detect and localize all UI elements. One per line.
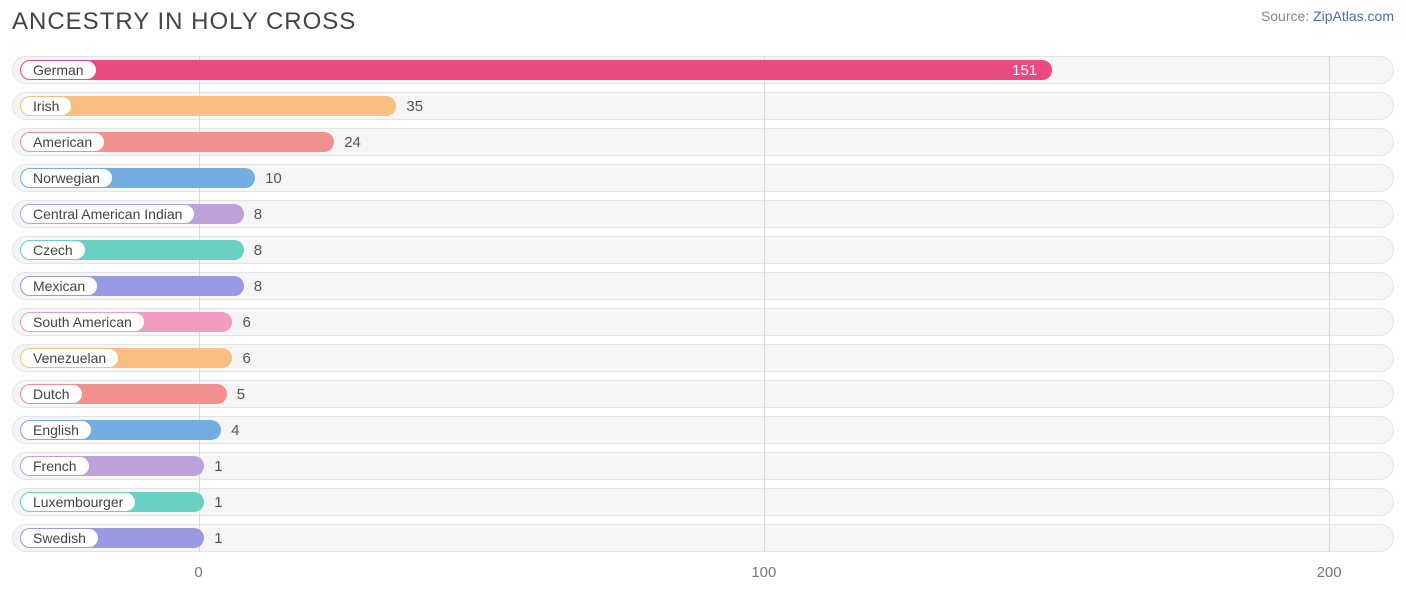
bar-row: English 4 xyxy=(12,416,1394,444)
bar-category-label: Czech xyxy=(20,240,86,260)
bar-category-label: German xyxy=(20,60,97,80)
source-link[interactable]: ZipAtlas.com xyxy=(1313,8,1394,24)
bar-row: Dutch 5 xyxy=(12,380,1394,408)
bar-value-label: 151 xyxy=(1002,56,1037,84)
bar-row: French 1 xyxy=(12,452,1394,480)
chart-source: Source: ZipAtlas.com xyxy=(1261,8,1394,24)
bar-value-label: 6 xyxy=(232,344,250,372)
bar-row: South American 6 xyxy=(12,308,1394,336)
bar-category-label: Swedish xyxy=(20,528,99,548)
grid-line xyxy=(1329,56,1330,552)
bar-fill xyxy=(30,60,1052,80)
bar-category-label: Dutch xyxy=(20,384,83,404)
bar-row: Mexican 8 xyxy=(12,272,1394,300)
axis-tick: 0 xyxy=(194,564,202,581)
bar-value-label: 4 xyxy=(221,416,239,444)
x-axis: 0 100 200 xyxy=(12,560,1394,590)
bar-category-label: American xyxy=(20,132,105,152)
plot-area: German151Irish35American24Norwegian10Cen… xyxy=(12,56,1394,552)
bar-category-label: Central American Indian xyxy=(20,204,195,224)
axis-tick: 100 xyxy=(751,564,776,581)
bar-fill xyxy=(30,96,396,116)
bar-value-label: 8 xyxy=(244,236,262,264)
bar-row: Central American Indian 8 xyxy=(12,200,1394,228)
bar-row: American 24 xyxy=(12,128,1394,156)
bar-value-label: 35 xyxy=(396,92,423,120)
bar-category-label: French xyxy=(20,456,90,476)
bar-row: German 151 xyxy=(12,56,1394,84)
bar-row: Luxembourger 1 xyxy=(12,488,1394,516)
grid-line xyxy=(764,56,765,552)
bar-value-label: 24 xyxy=(334,128,361,156)
bar-category-label: Luxembourger xyxy=(20,492,136,512)
chart-header: ANCESTRY IN HOLY CROSS Source: ZipAtlas.… xyxy=(12,8,1394,36)
bar-category-label: Norwegian xyxy=(20,168,113,188)
bar-row: Irish 35 xyxy=(12,92,1394,120)
bar-row: Swedish 1 xyxy=(12,524,1394,552)
bar-category-label: English xyxy=(20,420,92,440)
bar-category-label: Venezuelan xyxy=(20,348,119,368)
chart-title: ANCESTRY IN HOLY CROSS xyxy=(12,8,356,36)
bar-value-label: 8 xyxy=(244,272,262,300)
bar-value-label: 10 xyxy=(255,164,282,192)
bar-row: Venezuelan 6 xyxy=(12,344,1394,372)
bar-value-label: 1 xyxy=(204,452,222,480)
bar-row: Czech 8 xyxy=(12,236,1394,264)
source-prefix: Source: xyxy=(1261,8,1313,24)
bar-category-label: Mexican xyxy=(20,276,98,296)
axis-tick: 200 xyxy=(1317,564,1342,581)
bar-value-label: 8 xyxy=(244,200,262,228)
grid-line xyxy=(199,56,200,552)
bar-value-label: 5 xyxy=(227,380,245,408)
bar-value-label: 6 xyxy=(232,308,250,336)
bar-value-label: 1 xyxy=(204,488,222,516)
bar-category-label: South American xyxy=(20,312,145,332)
ancestry-chart: ANCESTRY IN HOLY CROSS Source: ZipAtlas.… xyxy=(0,0,1406,610)
bar-row: Norwegian 10 xyxy=(12,164,1394,192)
bar-category-label: Irish xyxy=(20,96,72,116)
bar-value-label: 1 xyxy=(204,524,222,552)
